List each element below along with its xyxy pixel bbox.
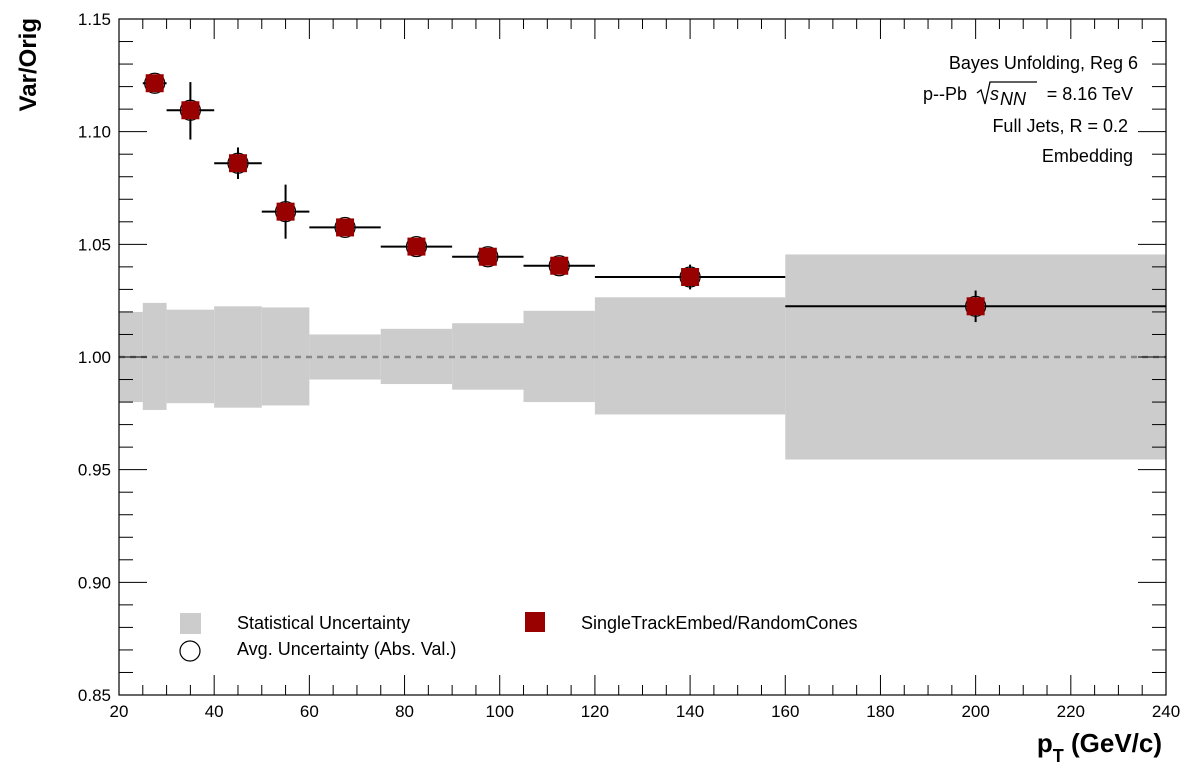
data-point (380, 235, 453, 258)
series-marker (276, 202, 295, 221)
y-tick-label: 1.10 (78, 123, 111, 142)
x-tick-label: 80 (395, 702, 414, 721)
x-tick-label: 100 (486, 702, 514, 721)
annotation-energy-subscript: NN (1000, 89, 1027, 109)
x-tick-label: 60 (300, 702, 319, 721)
series-marker (478, 247, 497, 266)
data-point (261, 184, 310, 239)
annotation-method: Bayes Unfolding, Reg 6 (949, 53, 1138, 73)
y-tick-label: 0.85 (78, 686, 111, 705)
x-axis-subscript: T (1053, 746, 1064, 766)
annotation-energy-value: = 8.16 TeV (1047, 84, 1133, 104)
avg-uncertainty-marker (965, 295, 987, 317)
avg-uncertainty-marker (274, 201, 297, 223)
x-axis-unit: (GeV/c) (1064, 728, 1162, 758)
data-point (309, 216, 381, 239)
avg-uncertainty-marker (548, 255, 570, 277)
annotation-embedding: Embedding (1042, 146, 1133, 166)
y-tick-label: 0.95 (78, 461, 111, 480)
sqrt-sign-icon (976, 81, 1037, 105)
y-tick-label: 1.05 (78, 235, 111, 254)
avg-uncertainty-marker (477, 246, 499, 268)
legend-label-avg-uncertainty: Avg. Uncertainty (Abs. Val.) (237, 639, 456, 659)
y-tick-label: 1.15 (78, 10, 111, 29)
series-marker (181, 101, 200, 120)
x-tick-label: 200 (961, 702, 989, 721)
data-point (214, 147, 262, 179)
y-axis-title: Var/Orig (15, 18, 42, 111)
legend-swatch-statistical (180, 613, 201, 634)
annotation-block: Bayes Unfolding, Reg 6 p--Pb s NN = 8.16… (923, 53, 1138, 166)
series-marker (145, 74, 164, 93)
data-series (142, 72, 1166, 323)
x-tick-label: 240 (1152, 702, 1180, 721)
annotation-jets: Full Jets, R = 0.2 (992, 116, 1128, 136)
avg-uncertainty-marker (227, 152, 249, 174)
avg-uncertainty-marker (679, 266, 701, 288)
data-point (523, 255, 595, 277)
data-point (594, 264, 786, 290)
series-marker (681, 268, 700, 287)
x-tick-label: 20 (110, 702, 129, 721)
annotation-system-prefix: p--Pb (923, 84, 967, 104)
data-point (785, 290, 1166, 323)
annotation-energy-symbol: s (990, 84, 999, 104)
tick-labels: 20 40 60 80 100 120 140 160 180 200 220 240 0.85 0.90… (78, 10, 1180, 721)
stat-band-bin (785, 254, 1166, 460)
data-point (166, 82, 215, 140)
x-tick-label: 120 (581, 702, 609, 721)
series-marker (228, 154, 247, 173)
avg-uncertainty-marker (334, 216, 356, 239)
legend-label-singletrack: SingleTrackEmbed/RandomCones (581, 613, 857, 633)
x-tick-label: 40 (205, 702, 224, 721)
series-marker (407, 237, 426, 256)
series-marker (336, 218, 355, 237)
x-tick-label: 220 (1057, 702, 1085, 721)
avg-uncertainty-marker (144, 72, 166, 94)
legend: Statistical Uncertainty Avg. Uncertainty… (179, 612, 857, 662)
x-axis-symbol: p (1037, 728, 1053, 758)
legend-swatch-avg-uncertainty (179, 640, 201, 662)
x-tick-label: 140 (676, 702, 704, 721)
series-marker (966, 297, 985, 316)
series-marker (550, 256, 569, 275)
avg-uncertainty-marker (405, 235, 428, 258)
stat-band-bin (594, 297, 786, 415)
y-tick-label: 0.90 (78, 573, 111, 592)
y-tick-label: 1.00 (78, 348, 111, 367)
axis-ticks (118, 18, 1167, 696)
data-point (452, 246, 524, 268)
x-axis-title: pT (GeV/c) (1037, 728, 1162, 766)
avg-uncertainty-marker (179, 99, 201, 121)
data-point (142, 72, 167, 94)
x-tick-label: 180 (866, 702, 894, 721)
x-tick-label: 160 (771, 702, 799, 721)
legend-label-statistical: Statistical Uncertainty (237, 613, 410, 633)
legend-swatch-singletrack (525, 612, 545, 632)
